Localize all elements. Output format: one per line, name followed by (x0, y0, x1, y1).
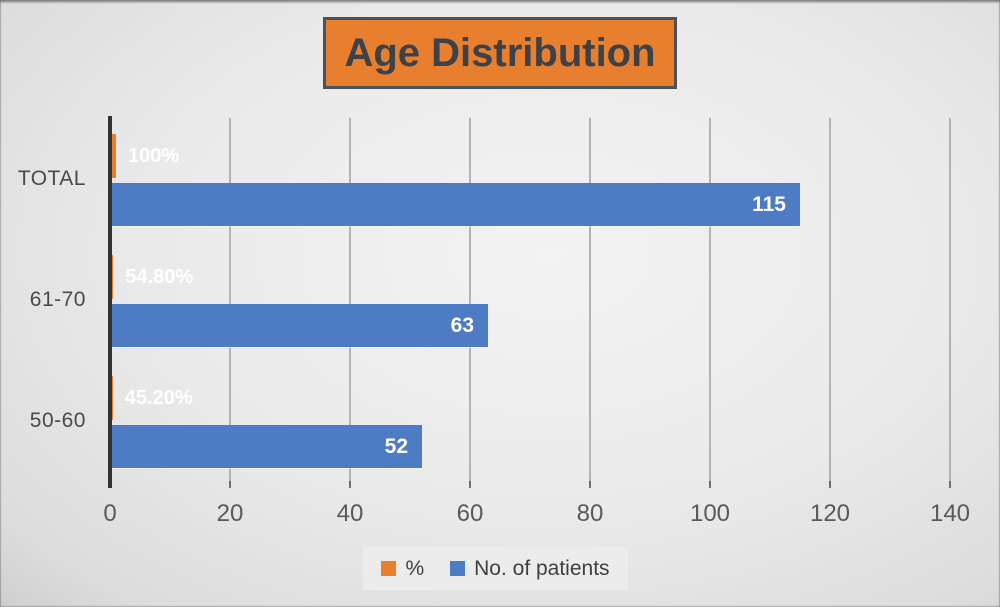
percent-bar (110, 134, 116, 178)
x-axis-tickmark (829, 481, 831, 488)
x-axis-tick-label: 140 (929, 500, 971, 527)
percent-data-label: 45.20% (124, 386, 193, 409)
x-axis-tickmark (229, 481, 231, 488)
patients-bar: 63 (110, 304, 488, 347)
legend-label-percent: % (405, 556, 425, 580)
x-axis-tick-label: 40 (336, 500, 364, 527)
percent-data-label: 54.80% (125, 265, 194, 288)
patients-bar: 115 (110, 183, 800, 226)
gridline (469, 118, 471, 481)
patients-bar: 52 (110, 425, 422, 468)
chart-legend: % No. of patients (363, 547, 628, 590)
gridline (589, 118, 591, 481)
gridline (829, 118, 831, 481)
category-label: TOTAL (17, 166, 86, 190)
chart-title-box: Age Distribution (323, 17, 677, 89)
x-axis-tick-label: 100 (689, 500, 731, 527)
x-axis-tickmark (469, 481, 471, 488)
gridline (709, 118, 711, 481)
patients-data-label: 63 (450, 313, 474, 337)
x-axis-tick-label: 0 (103, 500, 117, 527)
percent-series-swatch-icon (381, 561, 397, 576)
gridline (949, 118, 951, 481)
legend-item-patients: No. of patients (450, 556, 610, 581)
x-axis-tick-label: 120 (809, 500, 851, 527)
x-axis-tickmark (589, 481, 591, 488)
percent-data-label: 100% (128, 144, 180, 167)
x-axis-tick-label: 20 (216, 500, 244, 527)
patients-series-swatch-icon (450, 561, 466, 576)
legend-item-percent: % (381, 557, 424, 581)
category-label: 61-70 (29, 287, 86, 311)
x-axis-tickmark (349, 481, 351, 488)
plot-area: 100% 115 54.80% 63 45.20% 52 (108, 116, 951, 488)
category-label: 50-60 (29, 408, 86, 432)
gridline (349, 118, 351, 481)
patients-data-label: 52 (384, 434, 408, 458)
legend-label-patients: No. of patients (474, 556, 610, 580)
x-axis-tickmark (949, 481, 951, 488)
x-axis-tick-label: 60 (456, 500, 484, 527)
gridline (229, 118, 231, 481)
x-axis-tickmark (709, 481, 711, 488)
patients-data-label: 115 (752, 192, 786, 216)
x-axis-tick-label: 80 (576, 500, 604, 527)
y-axis-line (108, 116, 112, 488)
chart-title: Age Distribution (344, 30, 656, 75)
